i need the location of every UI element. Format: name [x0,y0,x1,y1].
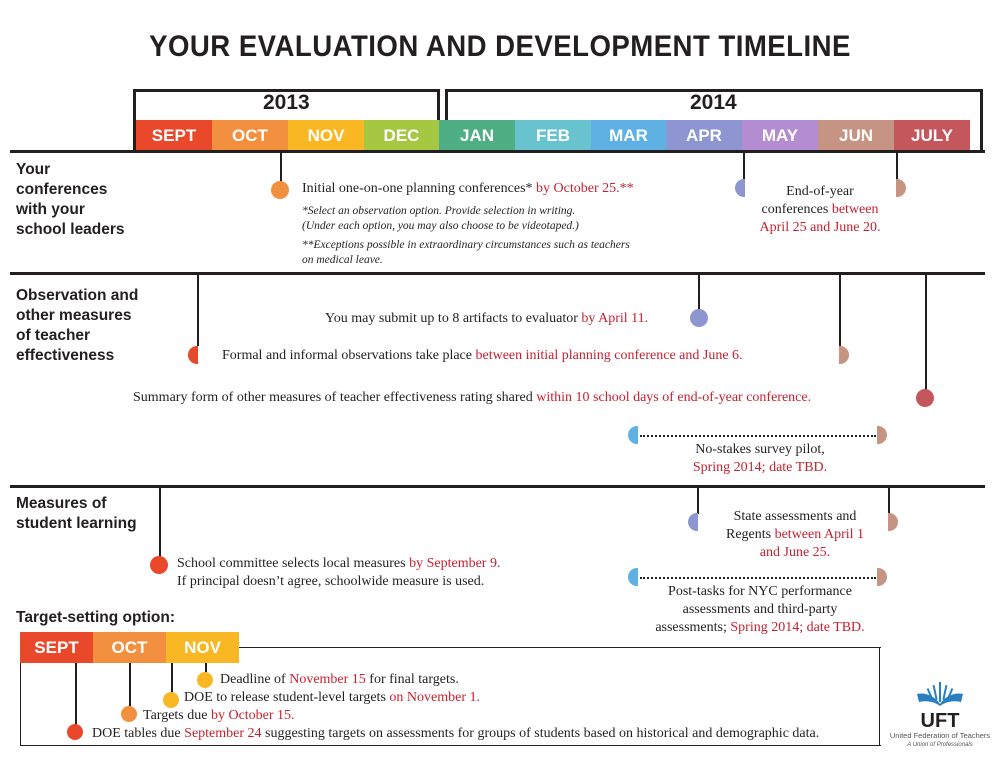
target-month-oct: OCT [93,632,166,663]
marker-nov-1 [163,692,179,708]
month-july: JULY [894,120,970,151]
uft-logo: UFT United Federation of Teachers A Unio… [880,680,1000,749]
year-2014: 2014 [690,91,737,114]
marker-sept-9 [150,556,168,574]
footnote-observation: *Select an observation option. Provide s… [302,205,579,232]
target-item-tables: DOE tables due September 24 suggesting t… [92,726,820,741]
marker-sept-24 [67,724,83,740]
page-title: YOUR EVALUATION AND DEVELOPMENT TIMELINE [149,30,851,63]
target-item-due: Targets due by October 15. [143,708,295,723]
month-jun: JUN [818,120,894,151]
post-tasks-text: Post-tasks for NYC performance assessmen… [655,584,865,635]
bracket-2014-top [445,89,983,92]
target-month-nov: NOV [166,632,239,663]
month-oct: OCT [212,120,288,151]
bracket-2013-top [133,89,440,92]
marker-apr-state [688,513,698,531]
marker-june-half [839,346,849,364]
book-icon [917,682,963,706]
marker-jun-half [896,179,906,197]
target-item-final: Deadline of November 15 for final target… [220,672,459,687]
marker-jun-state [888,513,898,531]
month-feb: FEB [515,120,591,151]
year-2013: 2013 [263,91,310,114]
committee-text: School committee selects local measures … [177,556,501,589]
section-heading-student: Measures of student learning [16,495,137,532]
artifacts-text: You may submit up to 8 artifacts to eval… [325,311,649,326]
marker-oct-15 [121,706,137,722]
month-sept: SEPT [136,120,212,151]
section-heading-observation: Observation and other measures of teache… [16,287,139,364]
divider-observation [10,272,985,275]
bracket-2013-left [133,89,136,151]
marker-oct [271,181,289,199]
month-nov: NOV [288,120,364,151]
survey-pilot-text: No-stakes survey pilot, Spring 2014; dat… [692,442,828,475]
month-apr: APR [666,120,742,151]
section-heading-target: Target-setting option: [16,609,175,626]
divider-student [10,485,985,488]
section-heading-conferences: Your conferences with your school leader… [16,161,125,238]
footnote-exceptions: **Exceptions possible in extraordinary c… [302,239,630,266]
marker-april-11 [690,309,708,327]
marker-sept-half [188,346,198,364]
state-assessments-text: State assessments and Regents between Ap… [725,509,865,560]
end-of-year-conference-text: End-of-year conferences between April 25… [759,184,881,235]
marker-nov-15 [197,672,213,688]
target-item-release: DOE to release student-level targets on … [184,690,480,705]
marker-mar-post [628,568,638,586]
marker-jun-half-survey [877,426,887,444]
marker-jun-post [877,568,887,586]
formal-observations-text: Formal and informal observations take pl… [222,348,743,363]
summary-form-text: Summary form of other measures of teache… [133,390,812,405]
month-mar: MAR [591,120,666,151]
month-jan: JAN [439,120,515,151]
divider-top [10,150,985,153]
marker-july [916,389,934,407]
month-dec: DEC [364,120,439,151]
bracket-2014-right [980,89,983,151]
target-month-sept: SEPT [20,632,93,663]
month-may: MAY [742,120,818,151]
marker-mar-half [628,426,638,444]
initial-conference-text: Initial one-on-one planning conferences*… [302,181,634,196]
marker-apr-half [735,179,745,197]
